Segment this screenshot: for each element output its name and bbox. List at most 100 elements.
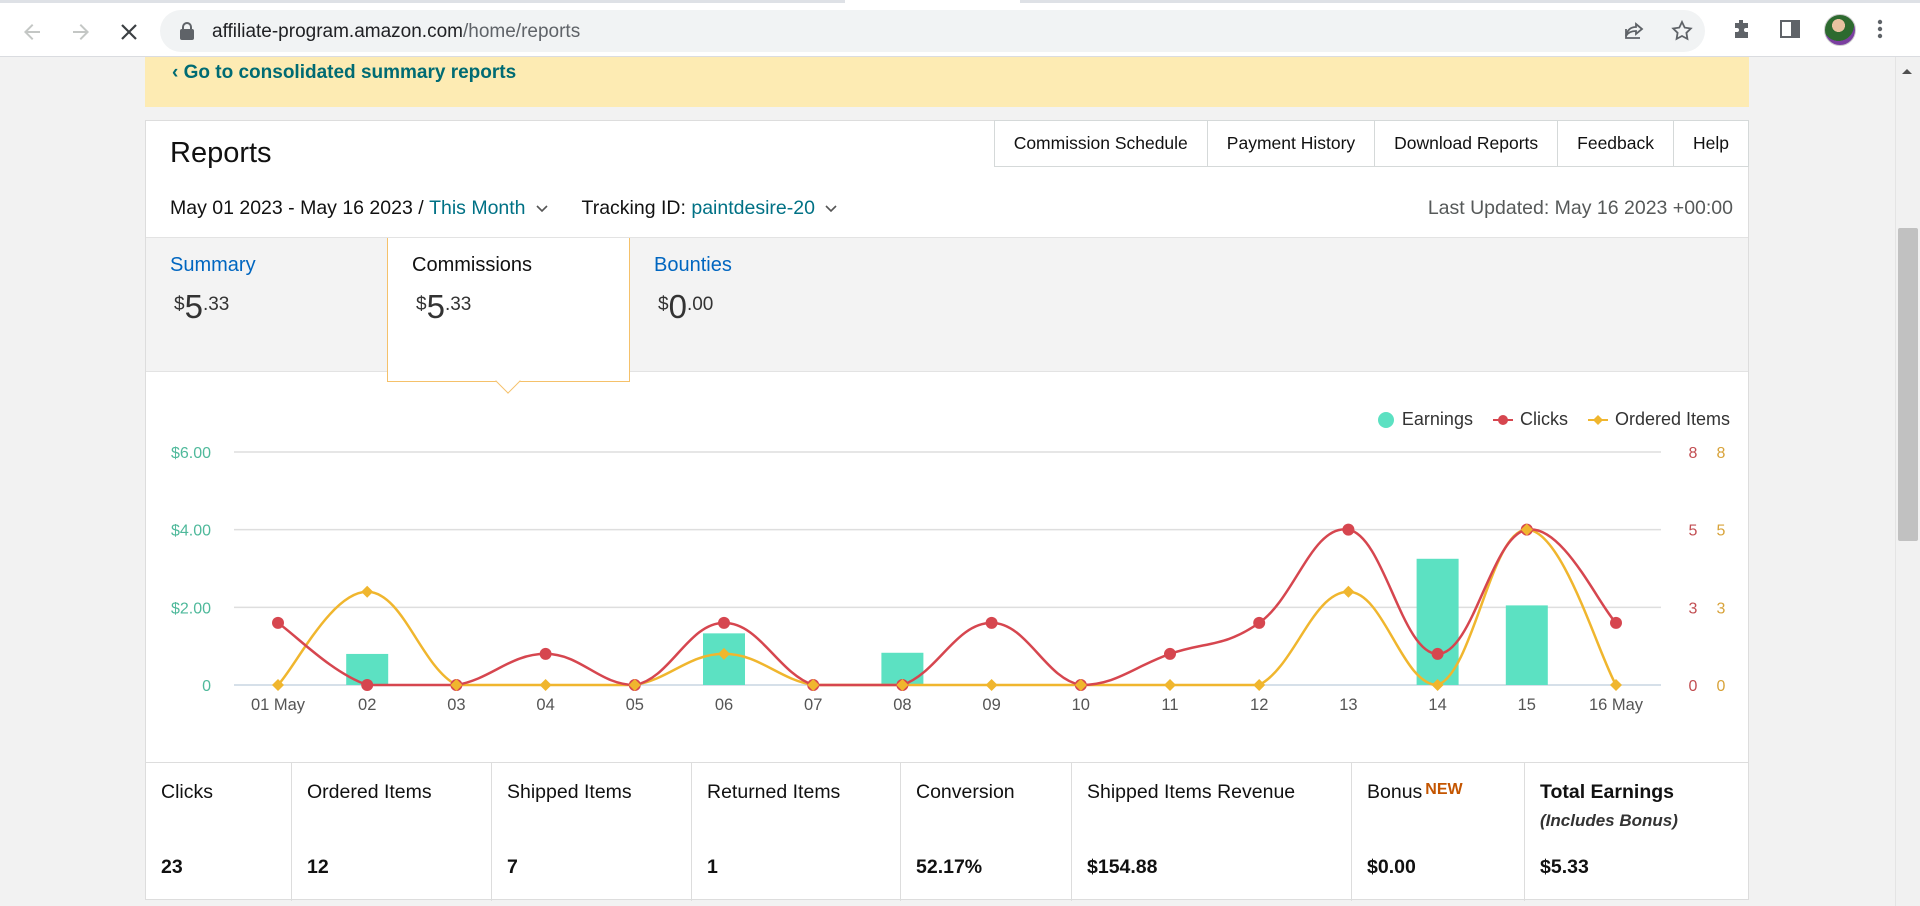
side-panel-icon[interactable] bbox=[1778, 17, 1802, 41]
ordered-items-point bbox=[1610, 679, 1622, 691]
legend-clicks[interactable]: Clicks bbox=[1492, 409, 1568, 430]
ordered-items-point bbox=[272, 679, 284, 691]
tab-amount: $5.33 bbox=[174, 288, 230, 325]
stat-label: Shipped Items Revenue bbox=[1087, 781, 1296, 803]
clicks-point bbox=[1431, 647, 1444, 660]
earnings-bar bbox=[1505, 605, 1548, 685]
ordered-items-point bbox=[718, 647, 730, 660]
reports-card: Reports Commission Schedule Payment Hist… bbox=[145, 120, 1749, 901]
x-tick-label: 03 bbox=[447, 696, 465, 714]
ordered-items-point bbox=[628, 679, 641, 691]
share-icon[interactable] bbox=[1622, 19, 1646, 43]
earnings-chart: Earnings Clicks Ordered Items 0 0 0 $2.00 3 3… bbox=[146, 373, 1748, 753]
commission-schedule-button[interactable]: Commission Schedule bbox=[993, 120, 1208, 167]
stat-label: Ordered Items bbox=[307, 781, 432, 803]
legend-earnings[interactable]: Earnings bbox=[1377, 409, 1473, 430]
x-tick-label: 06 bbox=[715, 696, 733, 714]
kebab-menu-icon[interactable] bbox=[1876, 17, 1884, 41]
y-tick-label-ordered: 5 bbox=[1717, 523, 1726, 540]
x-tick-label: 15 bbox=[1518, 696, 1536, 714]
ordered-items-point bbox=[1074, 679, 1087, 691]
x-tick-label: 08 bbox=[893, 696, 911, 714]
legend-ordered-items[interactable]: Ordered Items bbox=[1587, 409, 1730, 430]
url-text: affiliate-program.amazon.com/home/report… bbox=[212, 21, 581, 42]
chart-canvas: 0 0 0 $2.00 3 3 $4.00 5 5 $6.00 8 8 01 May 02 03 04 05 06… bbox=[171, 445, 1726, 714]
scroll-up-arrow-icon[interactable] bbox=[1899, 66, 1915, 76]
new-badge: NEW bbox=[1425, 781, 1463, 798]
browser-toolbar: affiliate-program.amazon.com/home/report… bbox=[0, 0, 1920, 57]
address-bar[interactable]: affiliate-program.amazon.com/home/report… bbox=[160, 10, 1705, 52]
stop-loading-button[interactable] bbox=[111, 14, 147, 50]
back-button[interactable] bbox=[14, 14, 50, 50]
ordered-items-point bbox=[1164, 679, 1176, 691]
x-tick-label: 02 bbox=[358, 696, 376, 714]
tab-commissions[interactable]: Commissions $5.33 bbox=[387, 238, 630, 382]
y-tick-label-left: $6.00 bbox=[171, 445, 211, 462]
tab-bounties[interactable]: Bounties $0.00 bbox=[630, 238, 930, 373]
stat-shipped-items: Shipped Items 7 bbox=[492, 763, 692, 901]
help-button[interactable]: Help bbox=[1674, 120, 1749, 167]
tab-strip bbox=[0, 0, 1920, 3]
period-dropdown[interactable]: This Month bbox=[429, 197, 526, 219]
clicks-line bbox=[277, 528, 1617, 687]
y-tick-label-clicks: 3 bbox=[1689, 600, 1698, 617]
y-tick-label-left: $4.00 bbox=[171, 523, 211, 540]
ordered-items-point bbox=[1253, 679, 1266, 691]
date-range-text: May 01 2023 - May 16 2023 / bbox=[170, 197, 430, 219]
clicks-point bbox=[1342, 523, 1355, 536]
y-tick-label-clicks: 5 bbox=[1689, 523, 1698, 540]
x-tick-label: 07 bbox=[804, 696, 822, 714]
download-reports-button[interactable]: Download Reports bbox=[1375, 120, 1559, 167]
earnings-bar bbox=[1416, 558, 1459, 685]
y-tick-label-ordered: 8 bbox=[1717, 445, 1726, 462]
stat-total-earnings: Total Earnings (Includes Bonus) $5.33 bbox=[1525, 763, 1748, 901]
clicks-point bbox=[361, 679, 374, 691]
stat-label: Total Earnings bbox=[1540, 781, 1674, 803]
page-scrollbar-thumb[interactable] bbox=[1898, 228, 1918, 541]
clicks-point bbox=[539, 647, 552, 660]
reports-toolbar: Commission Schedule Payment History Down… bbox=[993, 120, 1749, 167]
stat-clicks: Clicks 23 bbox=[146, 763, 292, 901]
earnings-dot-icon bbox=[1377, 411, 1394, 428]
close-icon bbox=[121, 24, 137, 40]
extensions-puzzle-icon[interactable] bbox=[1730, 17, 1754, 41]
ordered-line-icon bbox=[1587, 414, 1608, 425]
x-tick-label: 05 bbox=[626, 696, 644, 714]
filter-row: May 01 2023 - May 16 2023 / This Month T… bbox=[170, 197, 871, 220]
consolidated-summary-link[interactable]: ‹ Go to consolidated summary reports bbox=[172, 62, 517, 83]
x-tick-label: 04 bbox=[536, 696, 554, 714]
chart-legend: Earnings Clicks Ordered Items bbox=[1357, 409, 1730, 430]
stat-value: 12 bbox=[307, 856, 329, 878]
clicks-line-icon bbox=[1492, 414, 1513, 425]
star-icon[interactable] bbox=[1670, 19, 1694, 43]
stat-sublabel: (Includes Bonus) bbox=[1540, 811, 1678, 830]
ordered-items-point bbox=[1431, 679, 1444, 691]
tracking-id-dropdown[interactable]: paintdesire-20 bbox=[691, 197, 815, 219]
consolidated-banner: ‹ Go to consolidated summary reports bbox=[145, 57, 1749, 107]
stats-row: Clicks 23 Ordered Items 12 Shipped Items… bbox=[146, 762, 1748, 901]
x-tick-label: 13 bbox=[1339, 696, 1357, 714]
forward-button[interactable] bbox=[63, 14, 99, 50]
report-tabs: Summary $5.33 Commissions $5.33 Bounties… bbox=[146, 237, 1748, 382]
stat-returned-items: Returned Items 1 bbox=[692, 763, 901, 901]
x-tick-label: 14 bbox=[1428, 696, 1446, 714]
tab-summary[interactable]: Summary $5.33 bbox=[146, 238, 388, 373]
clicks-point bbox=[1164, 647, 1176, 660]
tab-label: Commissions bbox=[412, 254, 533, 276]
stat-conversion: Conversion 52.17% bbox=[901, 763, 1072, 901]
chevron-down-icon[interactable] bbox=[535, 204, 548, 213]
x-tick-label: 12 bbox=[1250, 696, 1268, 714]
lock-icon bbox=[180, 22, 194, 40]
profile-avatar[interactable] bbox=[1824, 14, 1856, 46]
chevron-down-icon[interactable] bbox=[825, 204, 837, 213]
tracking-label: Tracking ID: bbox=[581, 197, 692, 219]
clicks-point bbox=[272, 616, 284, 629]
y-tick-label-clicks: 0 bbox=[1689, 678, 1698, 695]
feedback-button[interactable]: Feedback bbox=[1558, 120, 1674, 167]
y-tick-label-ordered: 3 bbox=[1717, 600, 1726, 617]
x-tick-label: 10 bbox=[1072, 696, 1090, 714]
stat-value: $5.33 bbox=[1540, 856, 1589, 878]
x-tick-label: 11 bbox=[1161, 696, 1178, 714]
x-tick-label: 16 May bbox=[1589, 696, 1644, 714]
payment-history-button[interactable]: Payment History bbox=[1207, 120, 1376, 167]
